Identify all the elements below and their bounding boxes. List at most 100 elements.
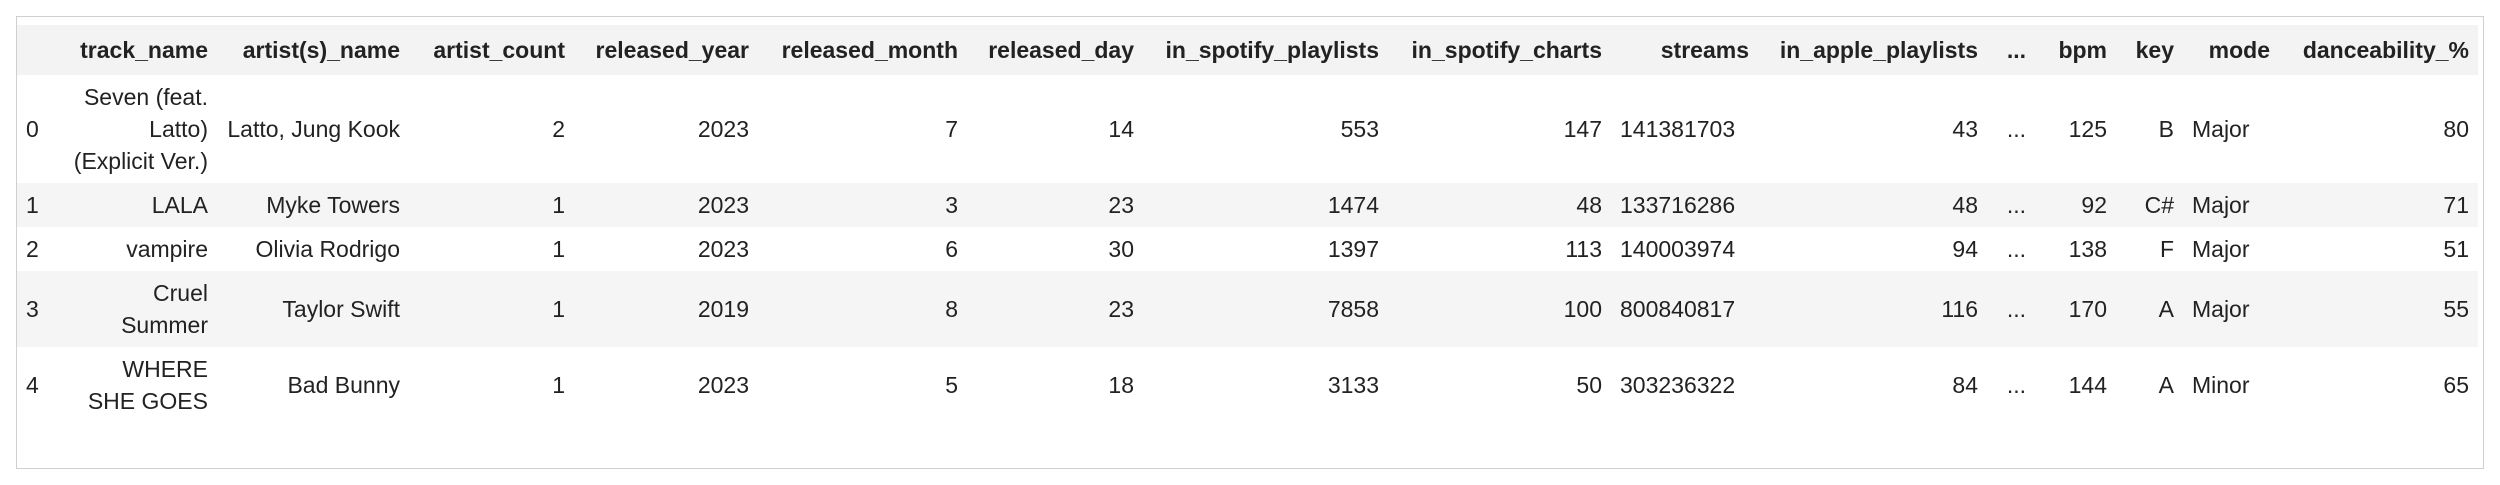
column-header: artist_count	[433, 37, 565, 63]
column-header: key	[2135, 37, 2174, 63]
table-cell: 5	[945, 372, 958, 398]
table-cell: Bad Bunny	[287, 372, 400, 398]
table-cell: A	[2158, 296, 2174, 322]
table-cell: 140003974	[1620, 236, 1736, 262]
table-cell: 138	[2068, 236, 2107, 262]
table-cell: 48	[1952, 192, 1978, 218]
row-index: 1	[26, 192, 39, 218]
table-row: 3 Cruel Summer Taylor Swift 1 2019 8 23 7858 100…	[17, 271, 2478, 347]
table-cell: Major	[2192, 236, 2250, 262]
table-cell: 100	[1563, 296, 1602, 322]
table-cell: 2023	[697, 192, 749, 218]
table-cell: 1	[552, 296, 565, 322]
table-cell: ...	[2006, 372, 2026, 398]
table-cell: vampire	[126, 236, 208, 262]
column-header: released_month	[781, 37, 958, 63]
table-cell: 141381703	[1620, 116, 1736, 142]
table-cell: 92	[2081, 192, 2107, 218]
table-cell: 51	[2443, 236, 2469, 262]
row-index: 3	[26, 296, 39, 322]
table-body: 0 Seven (feat. Latto) (Explicit Ver.) Latt…	[17, 75, 2478, 423]
table-cell: Myke Towers	[266, 192, 400, 218]
table-cell: 1397	[1327, 236, 1379, 262]
column-header: released_year	[595, 37, 749, 63]
table-cell: 3	[945, 192, 958, 218]
table-cell: 30	[1108, 236, 1134, 262]
table-cell: 2023	[697, 236, 749, 262]
table-cell: 48	[1576, 192, 1602, 218]
table-row: 2 vampire Olivia Rodrigo 1 2023 6 30 1397 113 140…	[17, 227, 2478, 271]
table-row: 1 LALA Myke Towers 1 2023 3 23 1474 48 133716286 4…	[17, 183, 2478, 227]
table-cell: 800840817	[1620, 296, 1736, 322]
table-cell: Major	[2192, 116, 2250, 142]
column-header: bpm	[2058, 37, 2107, 63]
table-cell: 2023	[697, 372, 749, 398]
column-header: released_day	[988, 37, 1134, 63]
table-cell: 147	[1563, 116, 1602, 142]
index-header	[17, 25, 62, 75]
column-header: danceability_%	[2302, 37, 2469, 63]
table-cell: 65	[2443, 372, 2469, 398]
table-cell: 6	[945, 236, 958, 262]
header-row: track_name artist(s)_name artist_count rele…	[17, 25, 2478, 75]
table-cell: B	[2158, 116, 2174, 142]
table-cell: Cruel Summer	[121, 280, 208, 338]
table-cell: 18	[1108, 372, 1134, 398]
column-header: in_spotify_playlists	[1165, 37, 1379, 63]
table-cell: 1	[552, 192, 565, 218]
table-cell: 8	[945, 296, 958, 322]
row-index: 4	[26, 372, 39, 398]
table-cell: 43	[1952, 116, 1978, 142]
table-cell: 2	[552, 116, 565, 142]
column-header: track_name	[80, 37, 208, 63]
table: track_name artist(s)_name artist_count rele…	[17, 25, 2478, 423]
table-cell: 50	[1576, 372, 1602, 398]
table-cell: 133716286	[1620, 192, 1736, 218]
table-cell: ...	[2006, 192, 2026, 218]
table-cell: C#	[2144, 192, 2174, 218]
table-cell: 1	[552, 372, 565, 398]
table-cell: Taylor Swift	[282, 296, 400, 322]
table-cell: 2019	[697, 296, 749, 322]
table-cell: LALA	[151, 192, 208, 218]
table-cell: 125	[2068, 116, 2107, 142]
table-cell: 1	[552, 236, 565, 262]
table-cell: 170	[2068, 296, 2107, 322]
table-row: 4 WHERE SHE GOES Bad Bunny 1 2023 5 18 3133 50 30…	[17, 347, 2478, 423]
column-header: ...	[2006, 37, 2026, 63]
table-cell: Minor	[2192, 372, 2250, 398]
table-cell: 80	[2443, 116, 2469, 142]
table-cell: 7	[945, 116, 958, 142]
column-header: mode	[2208, 37, 2270, 63]
dataframe: track_name artist(s)_name artist_count rele…	[16, 16, 2484, 469]
table-cell: Latto, Jung Kook	[227, 116, 400, 142]
table-cell: 144	[2068, 372, 2107, 398]
table-cell: ...	[2006, 296, 2026, 322]
table-cell: 94	[1952, 236, 1978, 262]
table-cell: 23	[1108, 192, 1134, 218]
table-cell: 71	[2443, 192, 2469, 218]
column-header: artist(s)_name	[242, 37, 400, 63]
table-cell: 553	[1340, 116, 1379, 142]
table-cell: Olivia Rodrigo	[255, 236, 400, 262]
table-row: 0 Seven (feat. Latto) (Explicit Ver.) Latt…	[17, 75, 2478, 183]
table-cell: Major	[2192, 296, 2250, 322]
table-cell: 3133	[1327, 372, 1379, 398]
table-cell: ...	[2006, 116, 2026, 142]
table-cell: 14	[1108, 116, 1134, 142]
table-cell: Major	[2192, 192, 2250, 218]
column-header: in_spotify_charts	[1411, 37, 1602, 63]
table-cell: F	[2159, 236, 2174, 262]
table-cell: 2023	[697, 116, 749, 142]
table-cell: 116	[1941, 296, 1978, 322]
table-cell: 303236322	[1620, 372, 1736, 398]
table-cell: 113	[1565, 236, 1602, 262]
column-header: streams	[1660, 37, 1749, 63]
column-header: in_apple_playlists	[1779, 37, 1978, 63]
table-cell: Seven (feat. Latto) (Explicit Ver.)	[73, 84, 208, 174]
row-index: 0	[26, 116, 39, 142]
table-cell: 84	[1952, 372, 1978, 398]
table-cell: 1474	[1327, 192, 1379, 218]
table-cell: ...	[2006, 236, 2026, 262]
